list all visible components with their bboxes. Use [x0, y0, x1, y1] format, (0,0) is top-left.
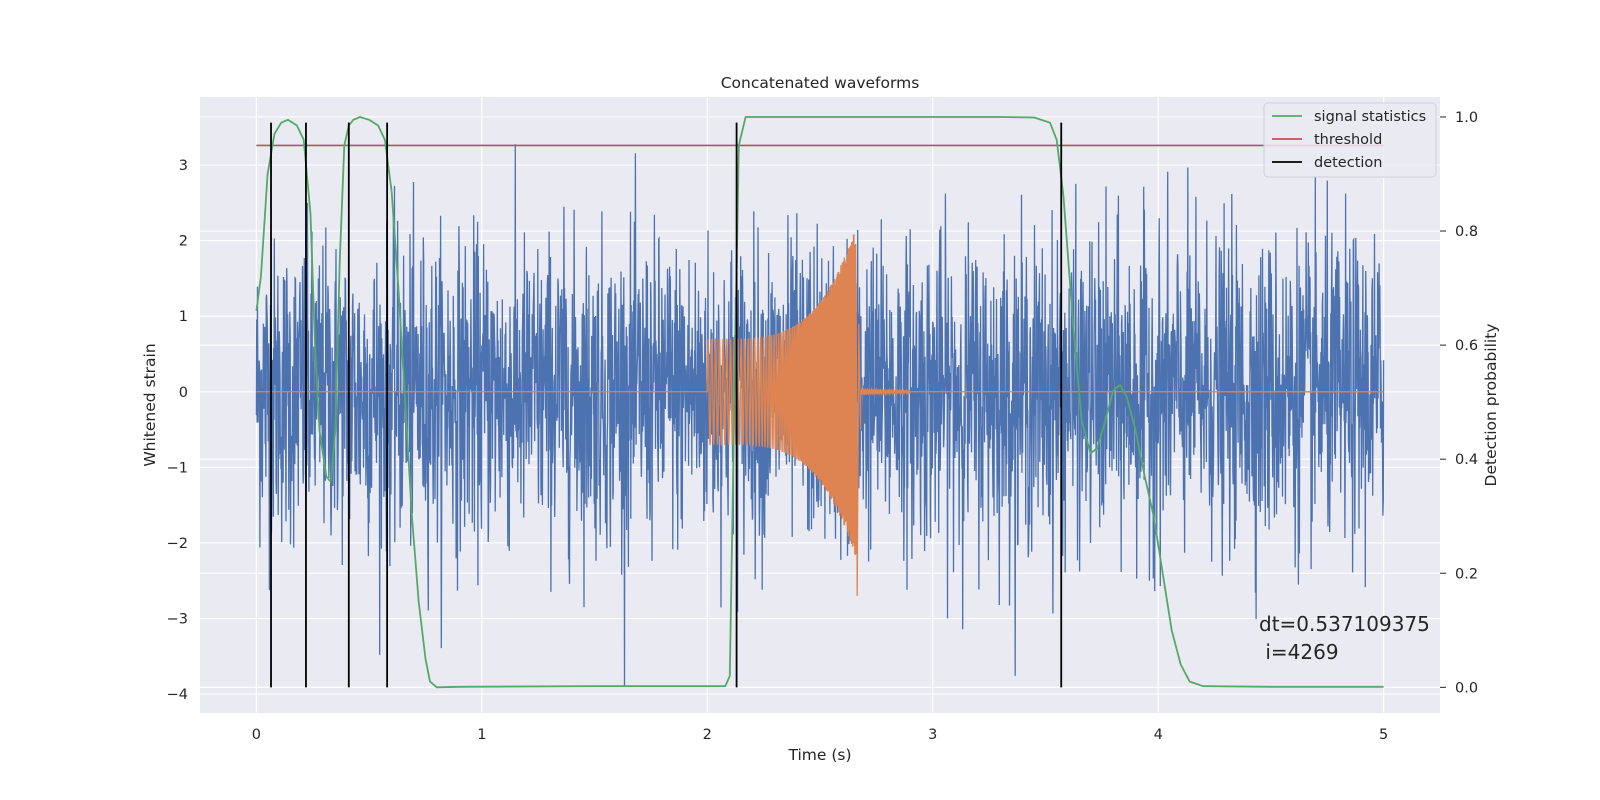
- y-tick-label: −3: [167, 612, 188, 628]
- y-axis-label: Whitened strain: [141, 343, 159, 466]
- y2-tick-label: 0.8: [1455, 224, 1478, 240]
- y-tick-label: 1: [179, 309, 188, 325]
- y2-tick-label: 0.4: [1455, 452, 1478, 468]
- y2-tick-label: 0.6: [1455, 338, 1478, 354]
- y-tick-label: 2: [179, 234, 188, 250]
- signal-statistics-series: [255, 116, 1384, 689]
- y-tick-label: 0: [179, 385, 188, 401]
- y-axis-ticks: −4 −3 −2 −1 0 1 2 3: [167, 158, 188, 703]
- x-axis-ticks: 0 1 2 3 4 5: [252, 727, 1389, 743]
- noise-line: [255, 144, 1385, 687]
- x-tick-label: 0: [252, 727, 261, 743]
- y-tick-label: −2: [167, 536, 188, 552]
- x-tick-label: 5: [1379, 727, 1388, 743]
- signal-statistics-line: [255, 116, 1384, 689]
- legend-label-detection: detection: [1314, 155, 1382, 171]
- annotation-i: i=4269: [1259, 640, 1339, 664]
- x-tick-label: 4: [1154, 727, 1163, 743]
- x-tick-label: 3: [928, 727, 937, 743]
- y-tick-label: −1: [167, 460, 188, 476]
- y-tick-label: −4: [167, 687, 188, 703]
- annotation-dt: dt=0.537109375: [1259, 612, 1430, 636]
- legend-box: [1263, 102, 1437, 178]
- y-tick-label: 3: [179, 158, 188, 174]
- x-tick-label: 1: [477, 727, 486, 743]
- y2-axis-label: Detection probability: [1482, 324, 1500, 487]
- waveform-line: [256, 234, 1384, 596]
- waveform-series: [256, 234, 1384, 596]
- y2-tick-label: 0.2: [1455, 566, 1478, 582]
- legend: signal statistics threshold detection: [1263, 102, 1437, 178]
- chart-title: Concatenated waveforms: [721, 74, 920, 92]
- y2-tick-label: 1.0: [1455, 110, 1478, 126]
- detection-series: [270, 122, 1063, 688]
- y2-tick-label: 0.0: [1455, 680, 1478, 696]
- x-axis-label: Time (s): [787, 746, 851, 764]
- legend-label-threshold: threshold: [1314, 132, 1382, 148]
- y2-axis-ticks: 0.0 0.2 0.4 0.6 0.8 1.0: [1440, 110, 1478, 696]
- legend-label-signal-statistics: signal statistics: [1314, 109, 1426, 125]
- x-tick-label: 2: [703, 727, 712, 743]
- noise-series: [255, 144, 1385, 687]
